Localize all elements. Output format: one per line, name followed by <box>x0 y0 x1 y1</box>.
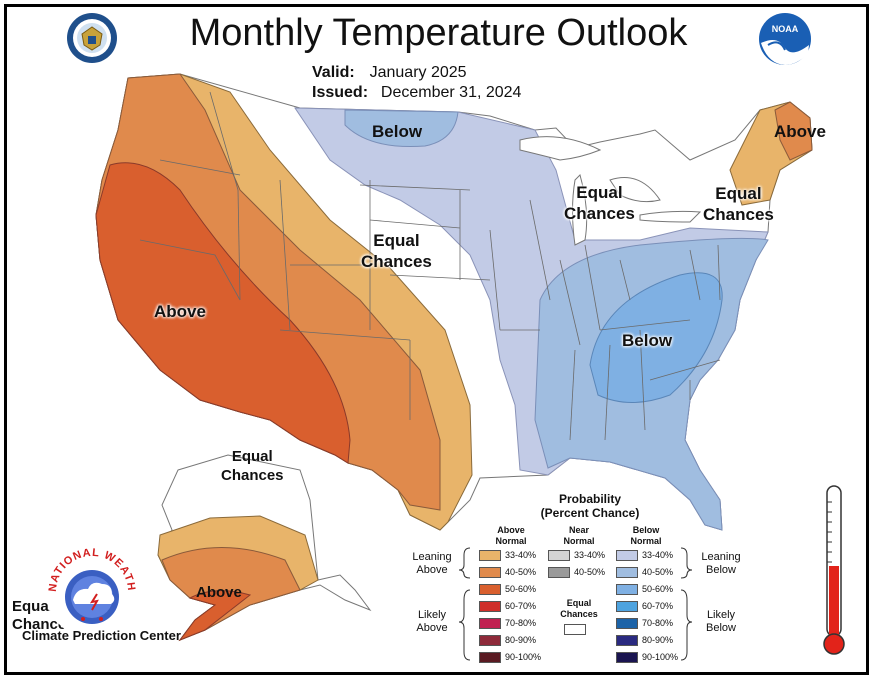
legend-above-header-2: Normal <box>495 536 527 546</box>
label-below-north: Below <box>372 122 423 141</box>
legend-likely-above-1: Likely <box>417 609 447 621</box>
label-equal-plains-1: Equal <box>373 231 420 250</box>
legend-label-above-6: 90-100% <box>505 652 542 662</box>
legend-swatch-above-5 <box>479 635 501 646</box>
legend-swatch-below-5 <box>616 635 638 646</box>
label-equal-plains: Equal Chances <box>361 230 432 272</box>
legend-label-above-0: 33-40% <box>505 550 537 560</box>
thermometer-icon <box>823 485 845 655</box>
legend-swatch-near-0 <box>548 550 570 561</box>
state-boundaries <box>139 91 721 441</box>
legend-label-near-1: 40-50% <box>574 567 606 577</box>
label-equal-alaska-1: Equal <box>231 448 273 465</box>
legend-label-below-0: 33-40% <box>642 550 674 560</box>
great-lakes <box>519 136 702 246</box>
valid-value: January 2025 <box>369 64 467 81</box>
noaa-logo-text: NOAA <box>772 24 799 34</box>
legend-label-near-0: 33-40% <box>574 550 606 560</box>
legend-title-2: (Percent Chance) <box>540 506 640 520</box>
alaska-above-50-60 <box>178 590 252 642</box>
legend-swatch-equal-chances <box>564 624 586 635</box>
above-maine-region <box>774 101 813 161</box>
legend-swatch-above-3 <box>479 601 501 612</box>
legend-label-below-4: 70-80% <box>642 618 674 628</box>
legend-swatch-above-0 <box>479 550 501 561</box>
legend-equal-chances-1: Equal <box>566 598 592 608</box>
label-equal-alaska: Equal Chances <box>221 447 284 485</box>
legend-swatch-below-1 <box>616 567 638 578</box>
legend-above-header: Above Normal <box>483 525 539 547</box>
legend-leaning-above-2: Above <box>416 564 448 576</box>
legend-leaning-below-2: Below <box>706 564 736 576</box>
below-north-region <box>344 109 459 148</box>
legend-label-below-1: 40-50% <box>642 567 674 577</box>
label-equal-plains-2: Chances <box>361 252 432 271</box>
legend-label-below-5: 80-90% <box>642 635 674 645</box>
legend-near-header-1: Near <box>568 525 589 535</box>
doc-seal-logo <box>67 13 117 63</box>
legend-leaning-below: Leaning Below <box>693 551 749 577</box>
below-50-60-region <box>589 272 723 403</box>
legend-below-header-1: Below <box>632 525 660 535</box>
noaa-logo: NOAA <box>759 13 811 65</box>
legend-near-header-2: Normal <box>563 536 595 546</box>
legend-below-header-2: Normal <box>630 536 662 546</box>
label-equal-greatlakes: Equal Chances <box>564 182 635 224</box>
label-equal-greatlakes-1: Equal <box>576 183 623 202</box>
label-above-northeast: Above <box>774 122 826 141</box>
label-equal-greatlakes-2: Chances <box>564 204 635 223</box>
legend-above-header-1: Above <box>497 525 525 535</box>
label-below-southeast: Below <box>622 331 673 350</box>
legend-label-above-3: 60-70% <box>505 601 537 611</box>
legend-swatch-above-2 <box>479 584 501 595</box>
legend-title-1: Probability <box>558 492 621 506</box>
legend-label-above-2: 50-60% <box>505 584 537 594</box>
label-above-west: Above <box>154 302 206 321</box>
legend-swatch-near-1 <box>548 567 570 578</box>
label-equal-alaska-2: Chances <box>221 467 284 484</box>
legend-swatch-below-6 <box>616 652 638 663</box>
legend-swatch-above-1 <box>479 567 501 578</box>
legend-title: Probability (Percent Chance) <box>520 492 660 520</box>
nws-logo: NATIONAL WEATHER SERVICE <box>42 540 138 638</box>
valid-label: Valid: <box>312 64 355 81</box>
issued-label: Issued: <box>312 84 369 101</box>
label-equal-newengland-1: Equal <box>715 184 762 203</box>
legend-label-below-2: 50-60% <box>642 584 674 594</box>
label-equal-newengland: Equal Chances <box>703 183 774 225</box>
legend-swatch-below-4 <box>616 618 638 629</box>
legend-equal-chances-2: Chances <box>560 609 598 619</box>
legend-near-header: Near Normal <box>551 525 607 547</box>
legend-swatch-above-6 <box>479 652 501 663</box>
legend-likely-below: Likely Below <box>693 609 749 635</box>
legend-label-below-3: 60-70% <box>642 601 674 611</box>
above-50-60-region <box>95 162 351 464</box>
valid-line: Valid: January 2025 <box>312 64 467 82</box>
cpc-label: Climate Prediction Center <box>22 628 181 643</box>
issued-value: December 31, 2024 <box>380 84 522 101</box>
legend-swatch-below-0 <box>616 550 638 561</box>
legend-label-below-6: 90-100% <box>642 652 679 662</box>
legend-likely-below-1: Likely <box>706 609 736 621</box>
legend-likely-above: Likely Above <box>404 609 460 635</box>
issued-line: Issued: December 31, 2024 <box>312 84 521 102</box>
legend-leaning-below-1: Leaning <box>701 551 741 563</box>
legend-swatch-below-2 <box>616 584 638 595</box>
label-above-alaska: Above <box>196 584 242 601</box>
page-title: Monthly Temperature Outlook <box>189 12 688 54</box>
legend-likely-above-2: Above <box>416 622 448 634</box>
legend-label-above-4: 70-80% <box>505 618 537 628</box>
legend-label-above-1: 40-50% <box>505 567 537 577</box>
legend-below-header: Below Normal <box>618 525 674 547</box>
legend-leaning-above: Leaning Above <box>404 551 460 577</box>
legend-equal-chances: Equal Chances <box>551 598 607 620</box>
legend-likely-below-2: Below <box>706 622 736 634</box>
legend-swatch-above-4 <box>479 618 501 629</box>
legend-leaning-above-1: Leaning <box>412 551 452 563</box>
legend-label-above-5: 80-90% <box>505 635 537 645</box>
label-equal-hawaii-1: Equal <box>12 598 53 615</box>
legend-swatch-below-3 <box>616 601 638 612</box>
label-equal-newengland-2: Chances <box>703 205 774 224</box>
